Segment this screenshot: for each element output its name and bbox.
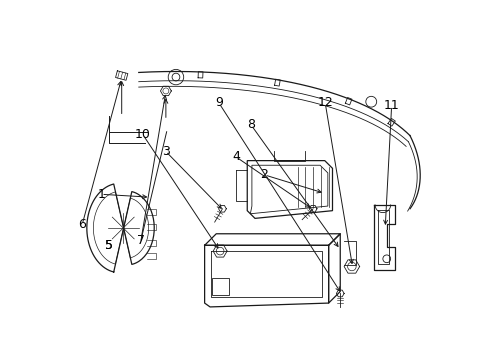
Text: 2: 2 <box>261 168 269 181</box>
Text: 8: 8 <box>247 118 255 131</box>
Text: 1: 1 <box>97 188 105 201</box>
Text: 5: 5 <box>105 239 113 252</box>
Text: 12: 12 <box>318 96 333 109</box>
Text: 11: 11 <box>384 99 399 112</box>
Text: 3: 3 <box>162 145 170 158</box>
Text: 10: 10 <box>135 128 151 141</box>
Bar <box>212 278 229 295</box>
Text: 5: 5 <box>105 239 113 252</box>
Text: 6: 6 <box>78 218 86 231</box>
Text: 7: 7 <box>137 234 145 247</box>
Text: 9: 9 <box>215 96 223 109</box>
Text: 4: 4 <box>232 150 240 163</box>
